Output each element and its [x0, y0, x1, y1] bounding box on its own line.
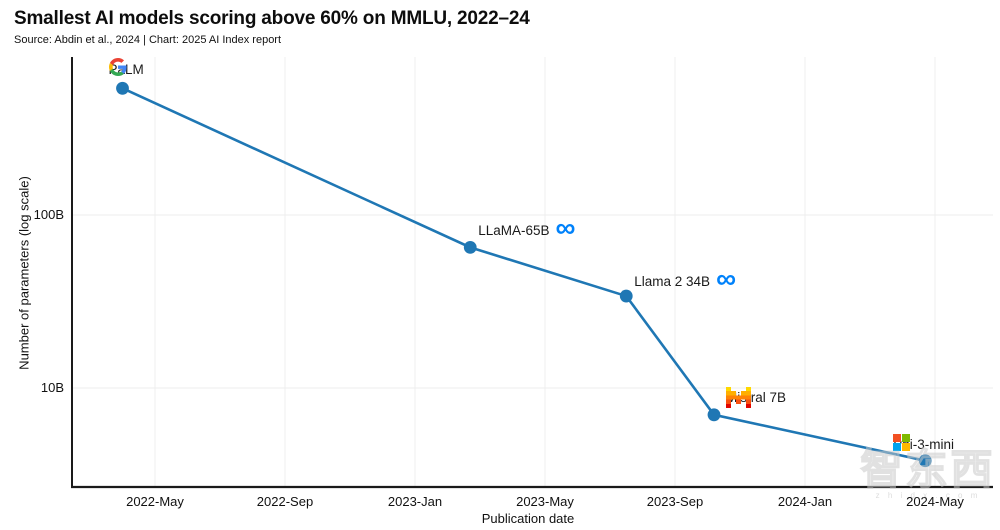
data-point-label: LLaMA-65B ∞	[478, 212, 576, 244]
x-tick-label: 2023-May	[516, 494, 574, 509]
x-tick-label: 2024-Jan	[777, 494, 833, 509]
data-point-marker	[707, 408, 721, 422]
chart-subtitle: Source: Abdin et al., 2024 | Chart: 2025…	[14, 34, 282, 46]
data-point-label: PaLM	[108, 58, 150, 80]
data-point-label: Mistral 7B	[726, 386, 792, 409]
data-point-marker	[116, 81, 129, 95]
data-point-marker	[918, 454, 932, 468]
meta-icon: ∞	[716, 263, 737, 295]
x-tick-label: 2022-Sep	[256, 494, 314, 509]
data-point-marker	[463, 240, 477, 254]
model-name: Llama 2 34B	[634, 273, 711, 289]
x-tick-label: 2023-Jan	[387, 494, 443, 509]
y-tick-label: 100B	[33, 207, 64, 222]
y-tick-label: 10B	[40, 380, 64, 395]
x-axis-label: Publication date	[481, 511, 575, 526]
data-point-label: Llama 2 34B ∞	[634, 263, 737, 295]
data-point-label: Phi-3-mini	[893, 433, 960, 456]
x-tick-label: 2022-May	[126, 494, 184, 509]
chart-title: Smallest AI models scoring above 60% on …	[14, 8, 530, 29]
x-tick-label: 2024-May	[906, 494, 964, 509]
model-name: LLaMA-65B	[478, 222, 550, 238]
x-tick-label: 2023-Sep	[646, 494, 704, 509]
data-point-marker	[619, 289, 633, 303]
meta-icon: ∞	[555, 212, 576, 244]
